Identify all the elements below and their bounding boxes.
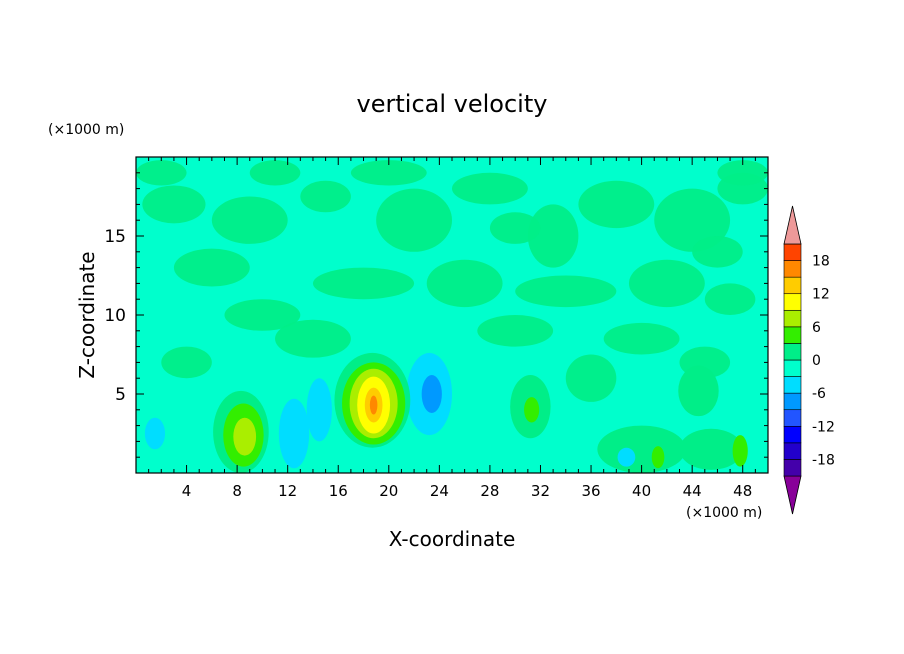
colorbar-box [783,293,802,311]
x-tick-label: 48 [733,482,752,500]
x-tick-label: 4 [182,482,192,500]
contour-fill-patch [161,346,212,379]
contour-fill-patch [603,322,680,355]
x-tick-label: 44 [683,482,702,500]
colorbar-box [783,359,802,377]
contour-fill-patch [224,299,301,331]
x-tick-label: 32 [531,482,550,500]
colorbar-tick-label: 12 [812,287,830,303]
x-axis-ticks: 4 8 12 16 20 24 28 32 36 40 44 48 [148,157,756,500]
x-tick-label: 28 [480,482,499,500]
colorbar-underflow [783,475,802,515]
colorbar-box [783,409,802,427]
colorbar-box [783,376,802,394]
downdraft-lobe [278,398,310,469]
contour-fill-patch [211,196,288,244]
contour-fill-patch [704,283,756,316]
y-axis-label: Z-coordinate [75,251,99,378]
colorbar-box [783,276,802,295]
contour-fill-patch [678,365,719,417]
contour-fill-patch [452,172,528,205]
updraft-contour [524,397,540,423]
colorbar-box [783,260,802,278]
downdraft-lobe [306,378,332,442]
y-tick-label: 10 [104,306,126,326]
contour-fill-patch [679,428,743,470]
contour-fill-patch [173,248,250,287]
colorbar-tick-label: 0 [812,353,821,369]
contour-fill-patch [628,259,705,308]
y-tick-label: 15 [104,227,126,247]
x-tick-label: 24 [430,482,449,500]
downdraft-core [421,375,442,413]
colorbar-tick-label: 18 [812,254,830,270]
contour-fill-patch [136,160,187,186]
y-axis-ticks: 5 10 15 [104,172,768,458]
contour-fill-patch [426,259,503,308]
x-axis-label: X-coordinate [389,527,516,551]
colorbar-tick-label: -6 [812,386,826,402]
y-tick-label: 5 [115,385,126,405]
contour-fill-patch [376,188,452,252]
chart-title: vertical velocity [357,90,548,118]
updraft-contour [651,446,665,469]
colorbar-box [783,243,802,261]
colorbar-box [783,442,802,460]
contour-fill-patch [312,267,415,300]
colorbar-box [783,309,802,328]
contour-fill-patch [717,160,768,186]
downdraft-lobe [144,417,166,450]
contour-fill-patch [477,315,554,347]
contour-fill-patch [692,236,743,268]
contour-fill-patch [515,275,617,308]
x-unit-label: (×1000 m) [686,505,762,521]
contour-fill-patch [350,160,427,186]
colorbar-overflow [783,205,802,245]
colorbar-box [783,343,802,361]
contour-fill-patch [249,160,301,186]
x-tick-label: 20 [379,482,398,500]
x-tick-label: 40 [632,482,651,500]
contour-fill-patch [275,319,351,358]
contour-fills [136,160,768,474]
downdraft-lobe [617,447,636,467]
contour-fill-patch [578,180,655,229]
contour-fill-patch [654,188,731,252]
contour-fill-patch [565,354,617,402]
x-tick-label: 36 [581,482,600,500]
contour-fill-patch [489,212,541,244]
updraft-contour [233,417,257,456]
colorbar: 18 12 6 0 -6 -12 -18 [783,205,835,515]
colorbar-box [783,459,802,477]
colorbar-tick-label: -18 [812,452,835,468]
updraft-core [369,395,378,415]
x-tick-label: 12 [278,482,297,500]
colorbar-box [783,326,802,344]
contour-fill-patch [142,185,206,224]
updraft-contour [732,435,748,467]
colorbar-box [783,425,802,444]
colorbar-tick-label: 6 [812,320,821,336]
colorbar-tick-label: -12 [812,419,835,435]
y-unit-label: (×1000 m) [48,122,124,138]
contour-fill-patch [527,204,579,268]
colorbar-box [783,392,802,411]
x-tick-label: 8 [232,482,242,500]
contour-fill-patch [300,180,351,213]
x-tick-label: 16 [329,482,348,500]
